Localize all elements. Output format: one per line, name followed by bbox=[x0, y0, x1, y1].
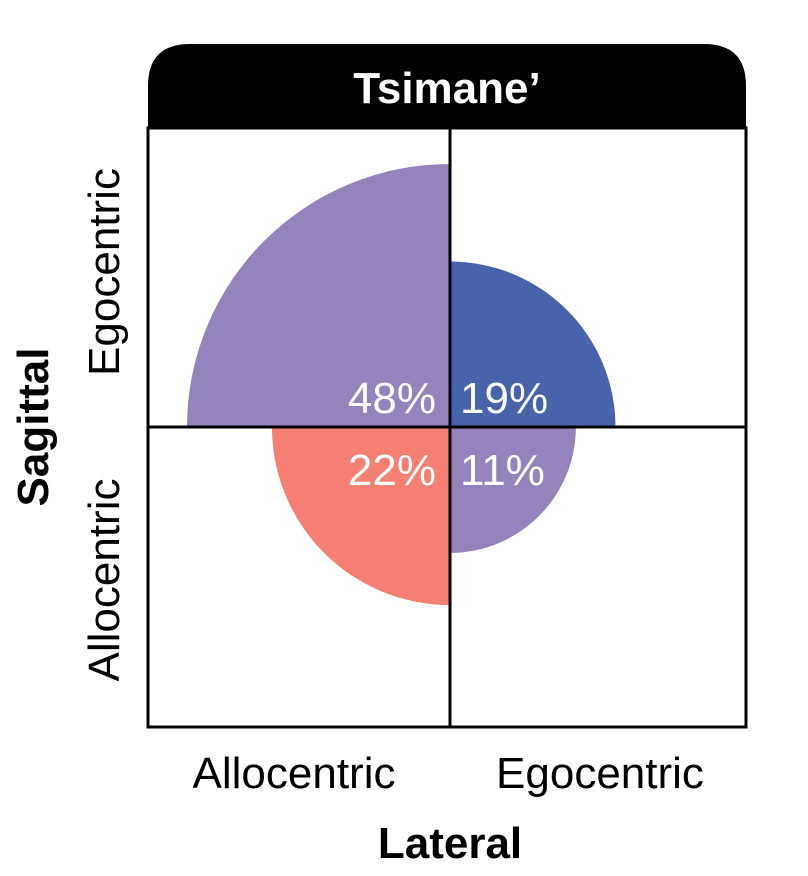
wedge-egocentric-allocentric bbox=[450, 427, 576, 553]
value-label-egocentric-allocentric: 11% bbox=[460, 446, 545, 495]
value-label-egocentric-egocentric: 19% bbox=[460, 374, 548, 423]
y-tick-label-egocentric: Egocentric bbox=[80, 168, 129, 376]
chart-title: Tsimane’ bbox=[353, 64, 540, 113]
value-label-allocentric-egocentric: 48% bbox=[348, 374, 436, 423]
title-banner bbox=[148, 44, 746, 128]
quadrant-wedges bbox=[187, 164, 616, 606]
y-tick-label-allocentric: Allocentric bbox=[80, 479, 129, 682]
x-tick-label-egocentric: Egocentric bbox=[496, 749, 704, 798]
percentage-labels: 48% 19% 22% 11% bbox=[348, 374, 548, 495]
wedge-egocentric-egocentric bbox=[450, 261, 616, 427]
value-label-allocentric-allocentric: 22% bbox=[348, 446, 436, 495]
x-axis-title: Lateral bbox=[378, 819, 522, 868]
wedge-allocentric-allocentric bbox=[271, 427, 450, 606]
wedge-allocentric-egocentric bbox=[187, 164, 450, 427]
y-axis-title: Sagittal bbox=[9, 348, 58, 507]
x-tick-label-allocentric: Allocentric bbox=[193, 749, 396, 798]
